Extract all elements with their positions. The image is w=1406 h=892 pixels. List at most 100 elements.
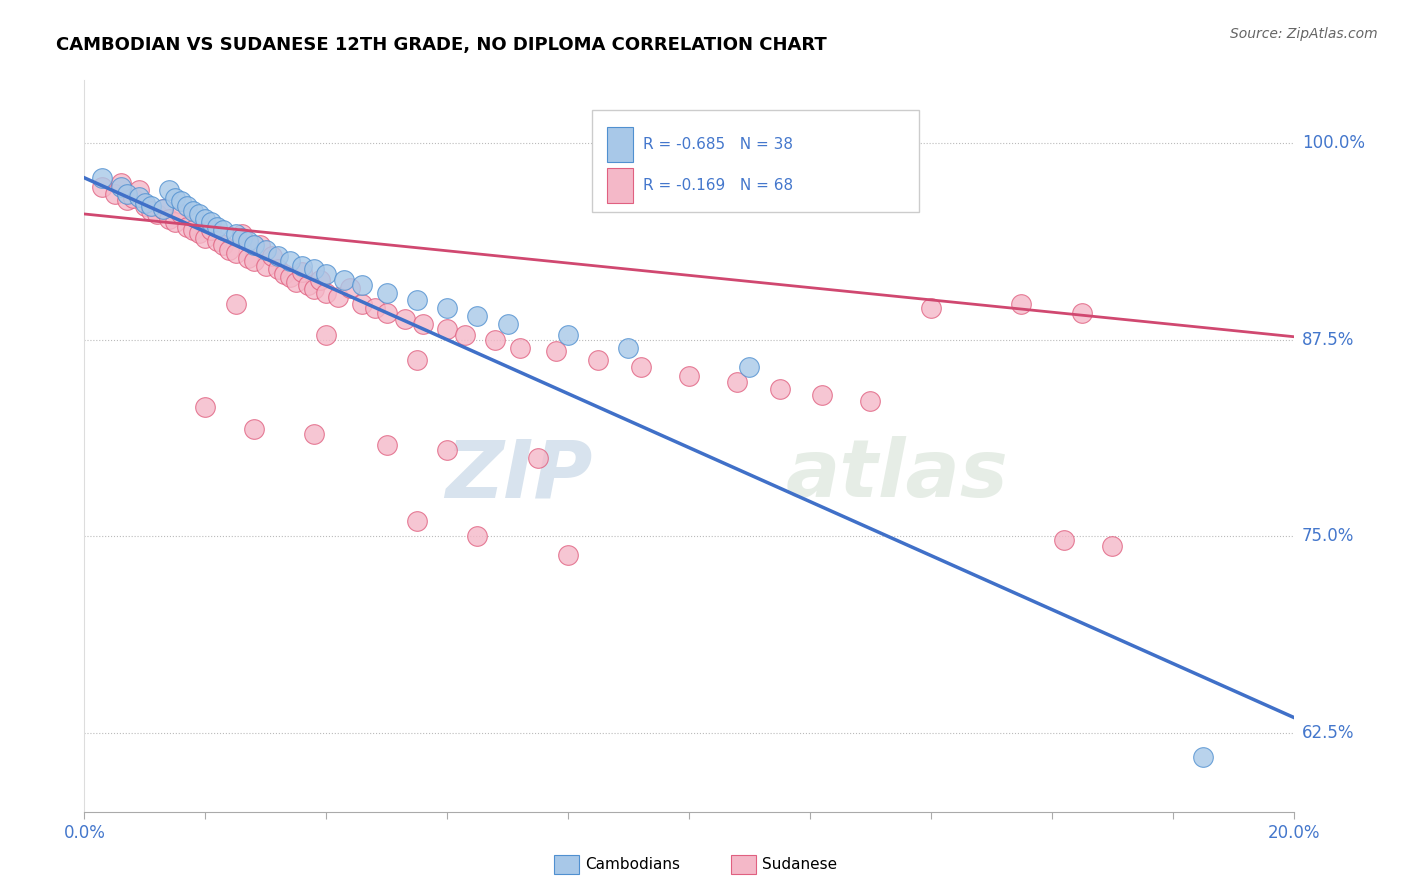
Point <box>115 193 138 207</box>
Point <box>412 317 434 331</box>
Point <box>218 243 240 257</box>
Text: CAMBODIAN VS SUDANESE 12TH GRADE, NO DIPLOMA CORRELATION CHART: CAMBODIAN VS SUDANESE 12TH GRADE, NO DIP… <box>56 36 827 54</box>
Point <box>181 223 204 237</box>
Text: ZIP: ZIP <box>444 436 592 515</box>
Point <box>1071 306 1094 320</box>
Point <box>920 301 942 316</box>
Point <box>309 273 332 287</box>
Point <box>291 265 314 279</box>
Point <box>375 285 398 300</box>
Point <box>212 238 235 252</box>
Point <box>1011 296 1033 310</box>
Point <box>811 388 834 402</box>
Point <box>557 549 579 563</box>
Point <box>291 259 314 273</box>
Point <box>1053 533 1076 547</box>
Text: R = -0.685   N = 38: R = -0.685 N = 38 <box>643 137 793 153</box>
Point <box>738 359 761 374</box>
Point <box>544 343 567 358</box>
Point <box>200 215 222 229</box>
Point <box>302 262 325 277</box>
Point <box>352 277 374 292</box>
Point <box>363 301 385 316</box>
Point <box>297 277 319 292</box>
Point <box>236 234 259 248</box>
Point <box>231 227 253 242</box>
Point <box>678 369 700 384</box>
Point <box>91 180 114 194</box>
Point <box>267 250 290 264</box>
Point <box>231 230 253 244</box>
Point <box>152 202 174 217</box>
Text: R = -0.169   N = 68: R = -0.169 N = 68 <box>643 178 793 193</box>
Point <box>254 243 277 257</box>
Point <box>436 301 458 316</box>
Point <box>333 273 356 287</box>
FancyBboxPatch shape <box>607 168 633 203</box>
Point <box>207 234 229 248</box>
Point <box>375 306 398 320</box>
Point <box>157 211 180 226</box>
Point <box>859 394 882 409</box>
Point <box>725 376 748 390</box>
Point <box>302 427 325 442</box>
Point <box>115 186 138 201</box>
Point <box>260 250 283 264</box>
Point <box>315 267 337 281</box>
Point <box>139 203 162 218</box>
Point <box>454 328 477 343</box>
Point <box>170 207 193 221</box>
Point <box>181 203 204 218</box>
Point <box>176 199 198 213</box>
Point <box>128 183 150 197</box>
Point <box>242 422 264 436</box>
Point <box>509 341 531 355</box>
Point <box>242 238 264 252</box>
Point <box>194 401 217 415</box>
Text: 87.5%: 87.5% <box>1302 331 1354 349</box>
Point <box>436 442 458 457</box>
Point <box>315 328 337 343</box>
Text: 75.0%: 75.0% <box>1302 527 1354 545</box>
Point <box>630 359 652 374</box>
Point <box>188 207 211 221</box>
Point <box>484 333 506 347</box>
Point <box>134 196 156 211</box>
Point <box>134 199 156 213</box>
Point <box>375 438 398 452</box>
Point <box>273 267 295 281</box>
Point <box>157 183 180 197</box>
Point <box>467 529 489 543</box>
Point <box>146 207 169 221</box>
Point <box>165 215 187 229</box>
Point <box>176 219 198 234</box>
Point <box>170 194 193 209</box>
Point <box>110 180 132 194</box>
Text: 62.5%: 62.5% <box>1302 724 1354 742</box>
Point <box>769 382 792 396</box>
Point <box>152 202 174 217</box>
Point <box>254 259 277 273</box>
Text: Cambodians: Cambodians <box>585 857 681 871</box>
Point <box>527 450 550 465</box>
Point <box>467 310 489 324</box>
Point <box>617 341 640 355</box>
Point <box>139 199 162 213</box>
Point <box>121 191 143 205</box>
FancyBboxPatch shape <box>592 110 918 212</box>
Point <box>315 285 337 300</box>
Point <box>588 353 610 368</box>
Point <box>406 353 429 368</box>
Point <box>352 296 374 310</box>
Point <box>406 514 429 528</box>
Text: Sudanese: Sudanese <box>762 857 837 871</box>
Point <box>200 223 222 237</box>
Point <box>267 262 290 277</box>
Point <box>496 317 519 331</box>
Point <box>406 293 429 308</box>
Point <box>128 189 150 203</box>
Point <box>194 230 217 244</box>
Point <box>212 223 235 237</box>
Point <box>225 246 247 260</box>
Point <box>236 251 259 265</box>
